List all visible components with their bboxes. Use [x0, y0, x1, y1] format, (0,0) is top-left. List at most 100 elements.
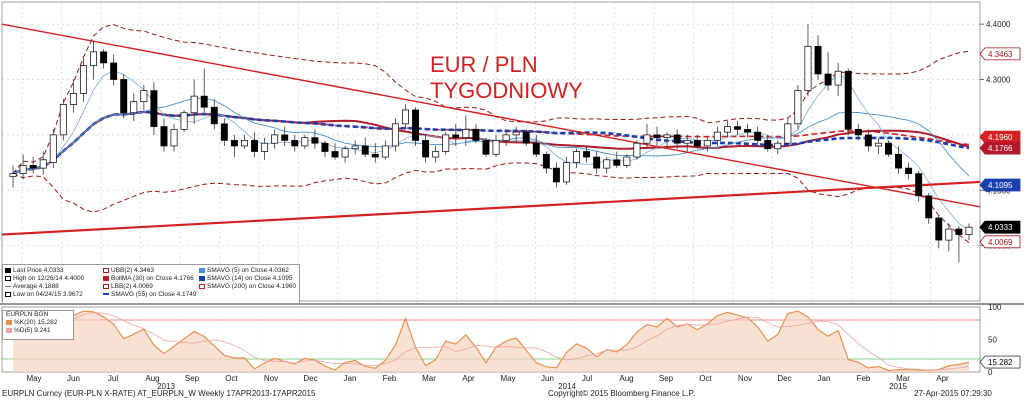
footer-timestamp: 27-Apr-2015 07:29:30: [914, 389, 992, 398]
year-label: 2014: [558, 382, 576, 389]
candle-body: [562, 162, 570, 183]
candle-body: [542, 153, 550, 169]
legend-bollma: BollMA (30) on Close 4.1766: [103, 275, 197, 283]
legend-col-price: Last Price 4.0333 High on 12/26/14 4.400…: [5, 267, 84, 299]
value-tag: [979, 141, 1021, 155]
candle-body: [673, 134, 681, 144]
osc-k-row: %K(20) 15.282: [3, 319, 73, 327]
value-tag-label: 4.3463: [988, 50, 1013, 59]
candle-body: [462, 129, 470, 139]
value-tag-label: 4.0333: [988, 223, 1013, 232]
value-tag: [979, 178, 1021, 192]
x-tick-label: Jan: [818, 374, 831, 383]
legend-sma200: SMAVG (200) on Close 4.1960: [199, 283, 296, 291]
candle-body: [442, 134, 450, 152]
osc-k-label: %K(20) 15.282: [14, 319, 58, 326]
x-tick-label: Mar: [896, 374, 910, 383]
x-tick-label: May: [500, 374, 515, 383]
value-tag: [979, 235, 1021, 249]
candle-body: [230, 140, 238, 147]
candle-body: [452, 134, 460, 139]
osc-d-line: [12, 312, 970, 371]
candle-body: [583, 151, 591, 158]
upper-bollinger-band: [12, 24, 970, 174]
value-tag-label: 4.0069: [988, 238, 1013, 247]
candle-body: [432, 151, 440, 158]
legend-sma14: SMAVG (14) on Close 4.1095: [199, 275, 296, 283]
candle-body: [573, 151, 581, 163]
candle-body: [744, 129, 752, 133]
candle-body: [643, 134, 651, 144]
x-tick-label: Oct: [225, 374, 238, 383]
footer-bar: EURPLN Curncy (EUR-PLN X-RATE) AT_EURPLN…: [0, 389, 1024, 401]
candle-body: [200, 95, 208, 108]
candle-body: [391, 123, 399, 147]
candle-body: [49, 134, 57, 163]
x-tick-label: Sep: [659, 374, 674, 383]
candle-body: [220, 123, 228, 141]
price-panel-frame: [1, 1, 981, 302]
osc-k-area: [13, 311, 969, 372]
x-tick-label: Dec: [303, 374, 317, 383]
value-tag: [979, 130, 1021, 144]
low-swatch: [5, 291, 11, 297]
candle-body: [180, 112, 188, 130]
legend-sma5: SMAVG (5) on Close 4.0362: [199, 267, 296, 275]
legend-sma55: SMAVG (55) on Close 4.1749: [103, 291, 197, 299]
candle-body: [915, 173, 923, 197]
candle-body: [552, 167, 560, 183]
x-tick-label: Aug: [145, 374, 159, 383]
candle-body: [532, 142, 540, 155]
x-tick-label: Jul: [108, 374, 118, 383]
candle-body: [100, 51, 108, 64]
y-tick-label: 4.4000: [986, 20, 1011, 29]
candle-body: [321, 142, 329, 152]
candle-body: [774, 142, 782, 150]
candle-body: [261, 142, 269, 152]
candle-body: [39, 159, 47, 169]
sma55-swatch: [103, 293, 109, 296]
ubb-swatch: [103, 267, 109, 273]
candle-body: [160, 126, 168, 147]
osc-tick-label: 50: [988, 336, 997, 345]
d-swatch: [6, 327, 12, 333]
candle-body: [351, 145, 359, 150]
x-tick-label: Aug: [619, 374, 633, 383]
candle-body: [311, 137, 319, 144]
candle-body: [512, 131, 520, 136]
candle-body: [381, 145, 389, 158]
value-tag: [979, 47, 1021, 61]
candle-body: [210, 106, 218, 125]
candle-body: [703, 140, 711, 147]
candle-body: [251, 140, 259, 152]
x-tick-label: Jul: [582, 374, 592, 383]
sma5-line: [12, 70, 970, 231]
osc-last-tag: [979, 355, 1021, 369]
year-label: 2015: [889, 382, 907, 389]
candle-body: [905, 167, 913, 174]
x-tick-label: Apr: [936, 374, 949, 383]
bollma-swatch: [103, 275, 109, 281]
candle-body: [884, 142, 892, 155]
candle-body: [734, 126, 742, 130]
candle-body: [965, 226, 973, 235]
candle-body: [794, 90, 802, 125]
candle-body: [90, 51, 98, 67]
lbb-swatch: [103, 283, 109, 289]
candle-body: [422, 140, 430, 158]
candle-body: [713, 131, 721, 141]
lower-bollinger-band: [12, 162, 970, 243]
candle-body: [150, 90, 158, 127]
candle-body: [361, 145, 369, 155]
x-tick-label: May: [26, 374, 41, 383]
candle-body: [110, 62, 118, 80]
year-label: 2013: [157, 382, 175, 389]
candle-body: [69, 93, 77, 105]
candle-body: [79, 65, 87, 94]
candle-body: [281, 134, 289, 141]
price-legend: Last Price 4.0333 High on 12/26/14 4.400…: [2, 264, 300, 304]
value-tag-label: 4.1095: [988, 181, 1013, 190]
x-tick-label: Nov: [738, 374, 752, 383]
x-tick-label: Apr: [462, 374, 475, 383]
candle-body: [764, 140, 772, 150]
